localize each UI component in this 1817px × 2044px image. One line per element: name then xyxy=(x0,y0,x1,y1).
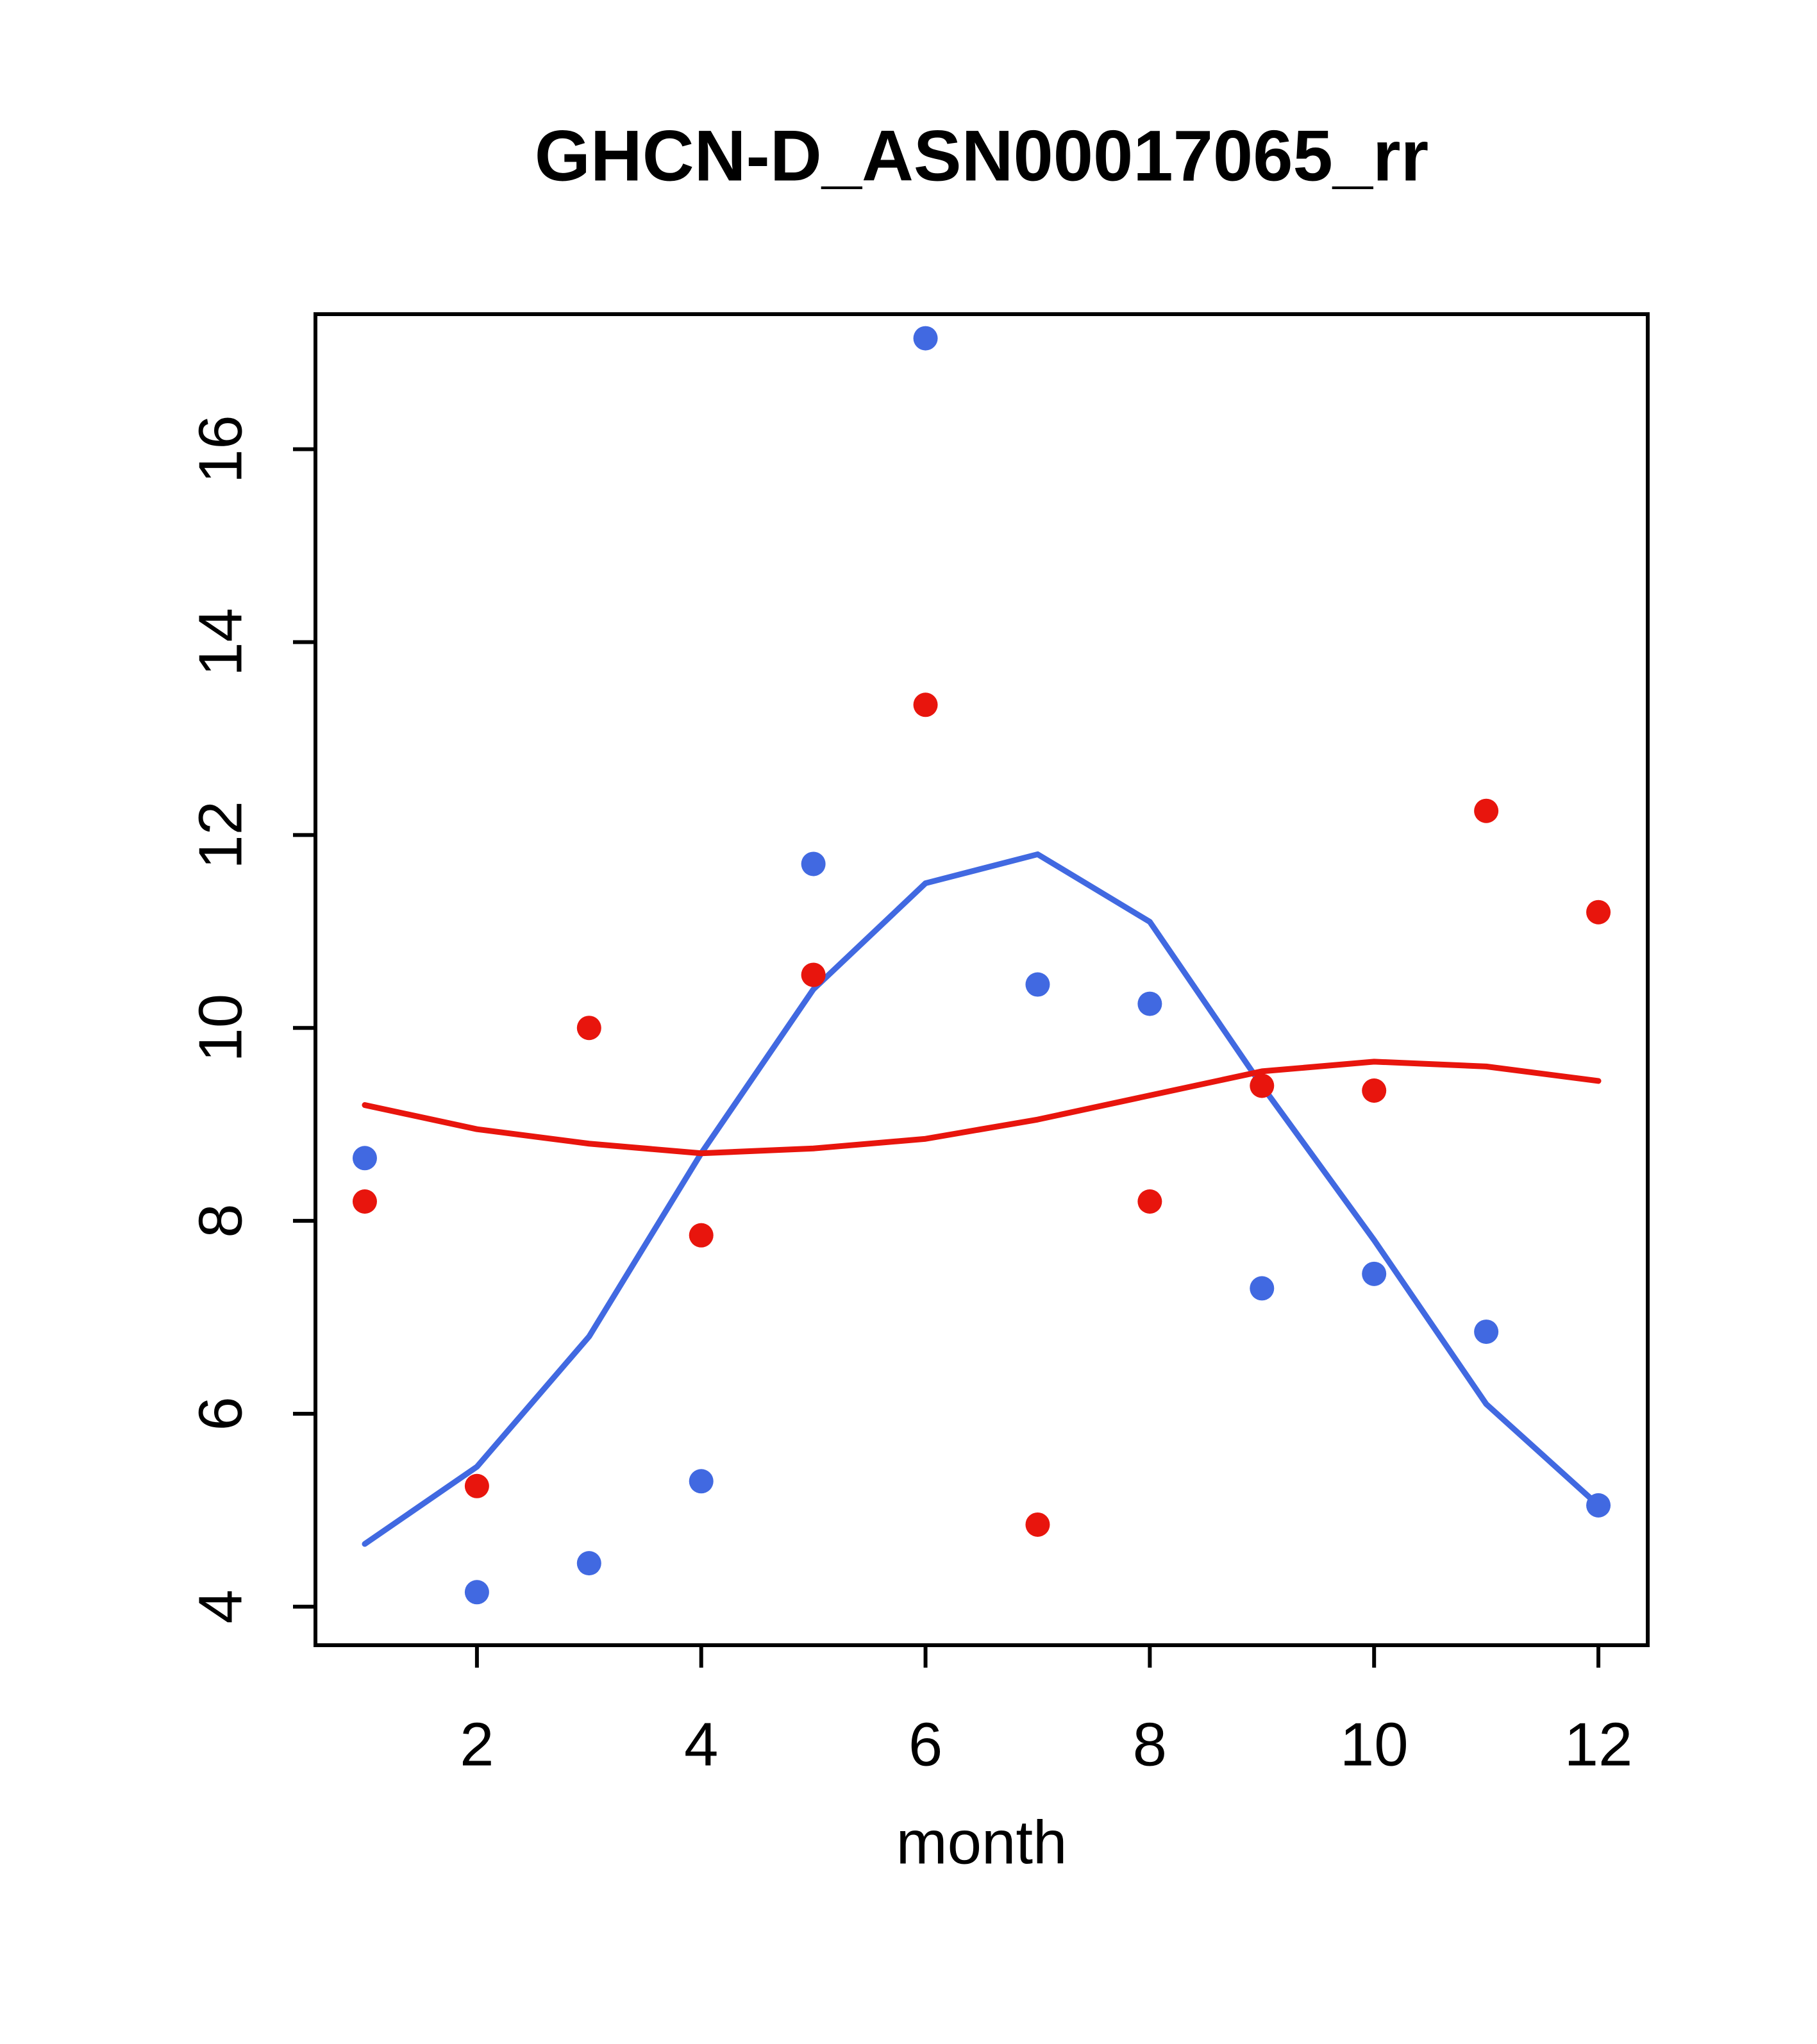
red-points-marker xyxy=(1362,1078,1387,1103)
x-tick-label: 8 xyxy=(1133,1711,1167,1779)
blue-points-marker xyxy=(464,1580,489,1605)
blue-smooth-line xyxy=(362,851,1602,1547)
blue-points-marker xyxy=(801,851,826,876)
blue-points-marker xyxy=(913,326,938,351)
y-tick-label: 8 xyxy=(187,1203,255,1237)
red-points-marker xyxy=(1586,900,1611,925)
plot-box xyxy=(314,312,1650,1647)
x-tick-label: 10 xyxy=(1340,1711,1409,1779)
y-tick-label: 6 xyxy=(187,1396,255,1430)
plot-layer: 2 4 6 8 10 12 4 6 8 10 12 14 16 xyxy=(187,312,1650,1779)
chart-title: GHCN-D_ASN00017065_rr xyxy=(535,116,1428,196)
blue-points-marker xyxy=(689,1469,714,1494)
red-points-marker xyxy=(1250,1073,1275,1098)
red-points-marker xyxy=(689,1223,714,1248)
red-points-marker xyxy=(801,962,826,987)
red-points-marker xyxy=(1137,1189,1162,1214)
red-points-marker xyxy=(1025,1512,1050,1537)
blue-points-marker xyxy=(1025,972,1050,997)
x-tick-label: 12 xyxy=(1564,1711,1633,1779)
blue-points-marker xyxy=(1250,1276,1275,1301)
blue-points-marker xyxy=(352,1146,377,1171)
x-tick-label: 2 xyxy=(460,1711,494,1779)
x-tick-label: 4 xyxy=(684,1711,718,1779)
blue-points-marker xyxy=(1362,1261,1387,1286)
red-points-marker xyxy=(576,1016,601,1041)
blue-points-marker xyxy=(1137,991,1162,1016)
y-tick-label: 14 xyxy=(187,608,255,676)
red-points-marker xyxy=(913,692,938,717)
blue-points-marker xyxy=(1474,1319,1499,1345)
red-points-marker xyxy=(1474,798,1499,823)
y-tick-label: 10 xyxy=(187,994,255,1062)
y-tick-label: 12 xyxy=(187,801,255,869)
x-axis-label: month xyxy=(896,1809,1068,1877)
blue-points-marker xyxy=(576,1551,601,1576)
y-tick-label: 16 xyxy=(187,415,255,483)
y-tick-label: 4 xyxy=(187,1589,255,1623)
x-tick-label: 6 xyxy=(908,1711,942,1779)
red-smooth-line xyxy=(362,1059,1602,1157)
red-points-marker xyxy=(464,1473,489,1498)
red-points-marker xyxy=(352,1189,377,1214)
blue-points-marker xyxy=(1586,1493,1611,1518)
